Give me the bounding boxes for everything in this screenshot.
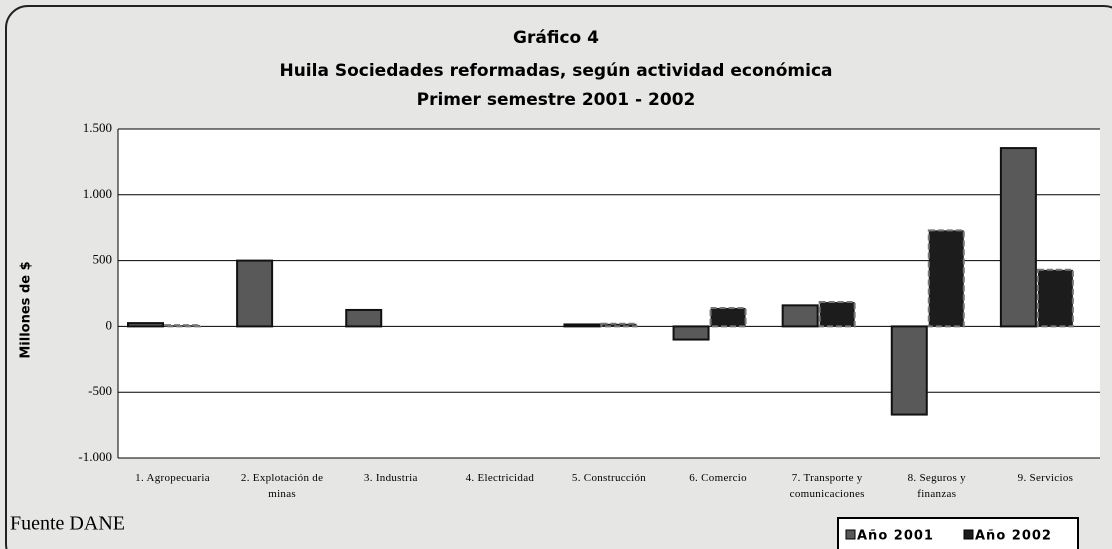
bar (600, 322, 638, 328)
bar (1036, 268, 1074, 328)
bar (709, 306, 747, 328)
legend-swatch (963, 529, 974, 540)
bar (345, 308, 383, 328)
x-tick-label: 4. Electricidad (465, 472, 535, 484)
legend-box (837, 517, 1079, 549)
y-tick-label: 1.500 (83, 120, 112, 135)
chart-subtitle: Huila Sociedades reformadas, según activ… (279, 61, 832, 81)
y-tick-label: 0 (106, 317, 113, 332)
bar (890, 325, 928, 416)
chart-title: Gráfico 4 (513, 28, 599, 48)
y-tick-label: -500 (88, 383, 112, 398)
bar (164, 324, 201, 328)
y-tick-label: -1.000 (78, 449, 112, 464)
bar (999, 147, 1037, 328)
y-tick-label: 500 (93, 252, 113, 267)
source: Fuente DANE (10, 513, 125, 535)
y-tick-label: 1.000 (83, 186, 112, 201)
bar (927, 229, 965, 328)
bar (818, 301, 856, 328)
x-tick-label: 3. Industria (363, 472, 418, 484)
x-tick-label: 7. Transporte y comunicaciones (789, 472, 865, 500)
legend-label: Año 2002 (975, 529, 1052, 544)
frame (5, 5, 1112, 549)
y-axis-label: Millones de $ (19, 261, 34, 358)
x-tick-label: 5. Construcción (571, 472, 647, 484)
bar (127, 322, 164, 328)
x-tick-label: 9. Servicios (1017, 472, 1074, 484)
legend-label: Año 2001 (857, 529, 934, 544)
x-tick-label: 1. Agropecuaria (135, 472, 210, 484)
x-tick-label: 8. Seguros y finanzas (907, 472, 966, 500)
bar (563, 323, 601, 328)
legend-swatch (845, 529, 856, 540)
x-tick-label: 6. Comercio (689, 472, 747, 484)
x-tick-label: 2. Explotación de minas (240, 472, 324, 500)
bar (672, 325, 710, 341)
bar (781, 304, 819, 328)
bar (236, 259, 274, 328)
chart-subtitle: Primer semestre 2001 - 2002 (417, 90, 696, 110)
